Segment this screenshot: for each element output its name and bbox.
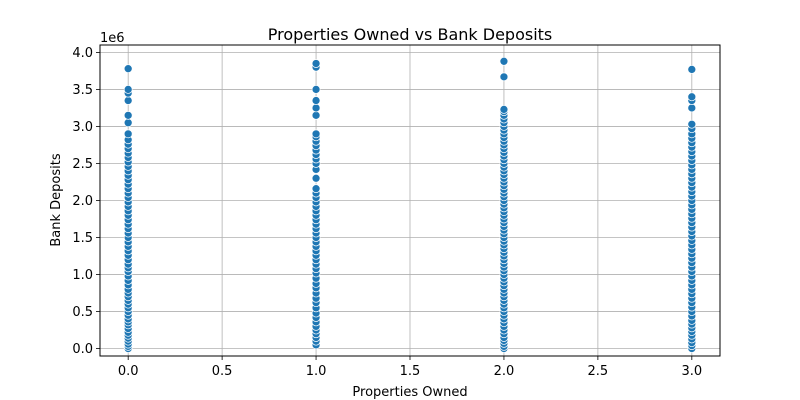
y-tick-label: 0.5 (72, 305, 93, 320)
data-point (499, 56, 509, 66)
x-tick-label: 2.5 (588, 364, 609, 379)
y-axis-ticks: 0.0 0.5 1.0 1.5 2.0 2.5 3.0 3.5 4.0 (72, 46, 100, 357)
data-points (123, 56, 697, 353)
y-tick-label: 1.5 (72, 231, 93, 246)
x-tick-label: 1.5 (400, 364, 421, 379)
data-point (123, 129, 133, 139)
y-tick-label: 4.0 (72, 46, 93, 61)
data-point (123, 85, 133, 94)
y-tick-label: 3.0 (72, 120, 93, 135)
data-point (687, 65, 697, 74)
data-point (311, 59, 321, 68)
y-tick-label: 2.0 (72, 194, 93, 209)
y-tick-label: 3.5 (72, 83, 93, 98)
data-point (687, 103, 697, 113)
y-tick-label: 2.5 (72, 157, 93, 172)
data-point (311, 96, 321, 105)
x-tick-label: 2.0 (494, 364, 515, 379)
y-offset-label: 1e6 (100, 31, 125, 46)
chart-title: Properties Owned vs Bank Deposits (268, 25, 553, 44)
data-point (311, 85, 321, 94)
y-tick-label: 0.0 (72, 342, 93, 357)
x-tick-label: 1.0 (306, 364, 327, 379)
plot-area: 0.0 0.5 1.0 1.5 2.0 2.5 3.0 0.0 0.5 1.0 1.5 2.0 2.5… (72, 44, 721, 379)
data-point (123, 96, 133, 105)
data-point (311, 103, 321, 113)
data-point (123, 110, 133, 120)
x-tick-label: 0.0 (118, 364, 139, 379)
x-axis-label: Properties Owned (352, 385, 467, 400)
y-axis-label: Bank Deposits (49, 153, 64, 246)
data-point (123, 64, 133, 74)
x-tick-label: 0.5 (212, 364, 233, 379)
x-tick-label: 3.0 (681, 364, 702, 379)
data-point (311, 173, 321, 183)
data-point (123, 118, 133, 128)
data-point (499, 105, 509, 114)
x-axis-ticks: 0.0 0.5 1.0 1.5 2.0 2.5 3.0 (118, 356, 702, 379)
y-tick-label: 1.0 (72, 268, 93, 283)
data-point (311, 129, 321, 139)
data-point (311, 184, 321, 194)
data-point (687, 119, 697, 129)
data-point (499, 72, 509, 82)
data-point (311, 110, 321, 120)
data-point (687, 92, 697, 102)
